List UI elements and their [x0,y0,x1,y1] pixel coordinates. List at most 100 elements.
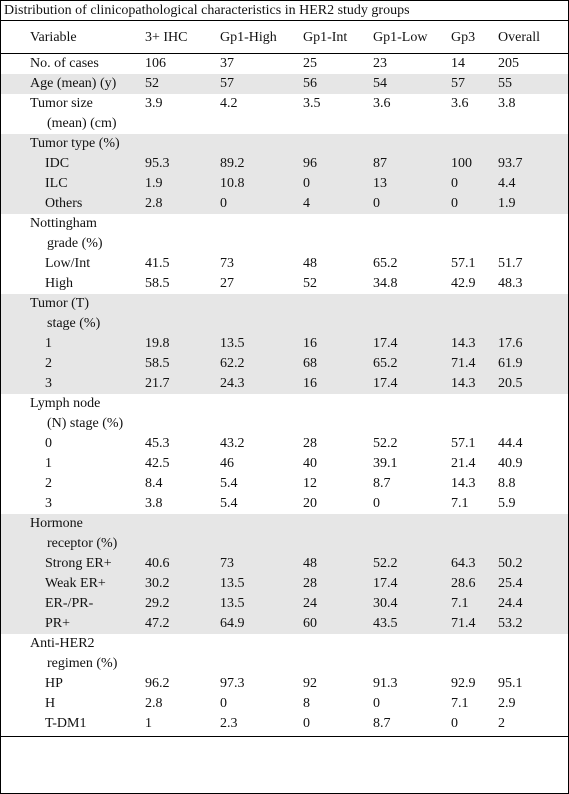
cell [498,294,568,334]
cell: 55 [498,74,568,94]
sub-row: 3 3.8 5.4 20 0 7.1 5.9 [1,494,568,514]
cell: 24.4 [498,594,568,614]
cell: 95.1 [498,676,523,691]
row-label: ER-/PR- [1,594,145,614]
row-label: 2 [1,354,145,374]
cell: 95.3 [145,154,220,174]
cell [498,134,568,154]
row-label: PR+ [1,614,145,634]
cell: 52.2 [373,554,451,574]
cell: 19.8 [145,334,220,354]
cell: 25.4 [498,574,568,594]
row-label: HP [45,676,63,691]
sub-row: 3 21.7 24.3 16 17.4 14.3 20.5 [1,374,568,394]
row-label: 3 [45,496,52,511]
table: Variable 3+ IHC Gp1-High Gp1-Int Gp1-Low Gp3 O… [1,28,568,736]
cell [220,294,303,334]
cell [145,294,220,334]
cell: 4.4 [498,174,568,194]
cell: 53.2 [498,614,568,634]
group-row: Hormone receptor (%) [1,514,568,554]
label-line: Hormone [30,516,83,531]
cell: 92 [303,676,317,691]
label-line: Lymph node [30,396,101,411]
cell [303,514,373,554]
cell [451,294,498,334]
sub-row: High 58.5 27 52 34.8 42.9 48.3 [1,274,568,294]
cell: 93.7 [498,154,568,174]
cell: 34.8 [373,276,398,291]
column-header: Gp1-Low [373,28,451,54]
cell: 8.7 [373,716,391,731]
cell: 7.1 [451,696,469,711]
cell [220,514,303,554]
cell: 44.4 [498,436,523,451]
cell: 71.4 [451,354,498,374]
cell: 52 [145,74,220,94]
cell: 65.2 [373,354,451,374]
cell: 52.2 [373,436,398,451]
cell: 13.5 [220,574,303,594]
cell [145,214,220,254]
cell [220,134,303,154]
cell: 8.4 [145,476,163,491]
cell [303,294,373,334]
cell [451,394,498,434]
label-line: (mean) (cm) [47,116,117,131]
cell: 52 [303,276,317,291]
cell: 48.3 [498,276,523,291]
cell: 57 [451,74,498,94]
cell: 28.6 [451,574,498,594]
cell: 71.4 [451,614,498,634]
sub-row: IDC 95.3 89.2 96 87 100 93.7 [1,154,568,174]
cell: 13.5 [220,334,303,354]
cell [220,394,303,434]
sub-row: H 2.8 0 8 0 7.1 2.9 [1,694,568,714]
label-line: Tumor type (%) [30,136,120,151]
cell [451,214,498,254]
cell: 0 [303,174,373,194]
cell: 54 [373,74,451,94]
group-row: Tumor type (%) [1,134,568,154]
cell: 91.3 [373,676,398,691]
cell: 29.2 [145,594,220,614]
label-line: (N) stage (%) [47,416,124,431]
cell: 51.7 [498,256,523,271]
cell: 89.2 [220,154,303,174]
cell: 14.3 [451,476,476,491]
cell: 2.9 [498,696,516,711]
cell: 0 [220,696,227,711]
cell: 17.4 [373,334,451,354]
row-label: Tumor type (%) [1,134,145,154]
group-row: Tumor (T) stage (%) [1,294,568,334]
cell: 7.1 [451,594,498,614]
column-header: Gp1-Int [303,28,373,54]
label-line: Nottingham [30,216,97,231]
cell: 57.1 [451,436,476,451]
label-line: No. of cases [30,56,99,71]
cell: 37 [220,56,234,71]
cell [373,394,451,434]
label-line: Anti-HER2 [30,636,95,651]
cell: 58.5 [145,276,170,291]
cell: 56 [303,74,373,94]
cell: 73 [220,256,234,271]
row-label: Age (mean) (y) [1,74,145,94]
sub-row: ILC 1.9 10.8 0 13 0 4.4 [1,174,568,194]
cell: 100 [451,154,498,174]
cell: 0 [373,194,451,214]
cell [373,134,451,154]
cell: 14.3 [451,374,498,394]
cell: 97.3 [220,676,245,691]
cell: 14 [451,56,465,71]
cell: 10.8 [220,174,303,194]
label-line: Age (mean) (y) [30,76,117,91]
cell [220,634,303,674]
cell: 8 [303,696,310,711]
cell: 2 [498,716,505,731]
cell: 48 [303,554,373,574]
label-line: Tumor size [30,96,93,111]
column-header: Overall [498,28,568,54]
cell: 0 [451,716,458,731]
